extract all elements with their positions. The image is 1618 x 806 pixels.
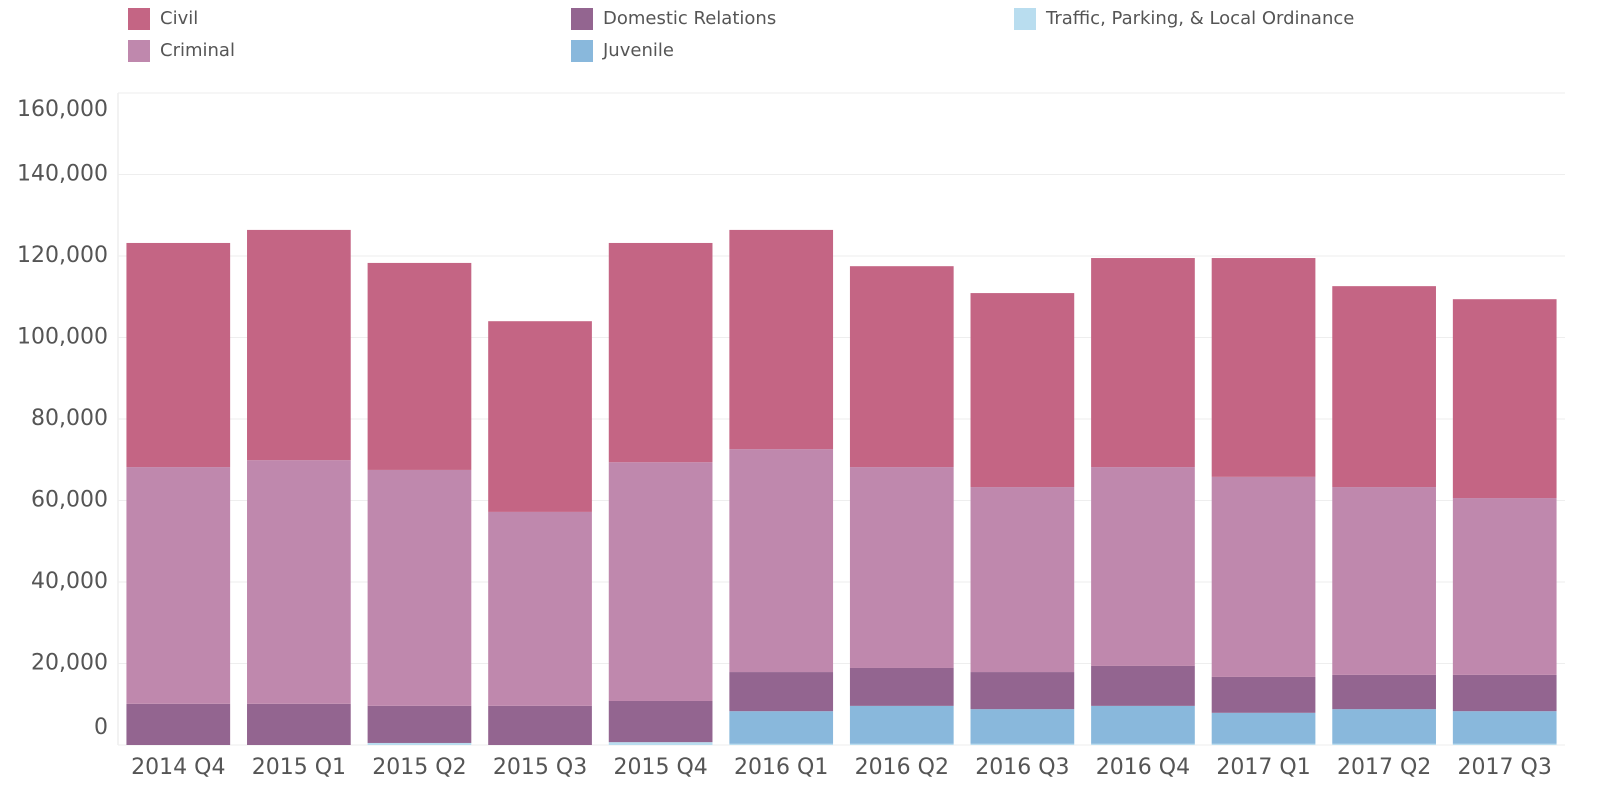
y-tick-label: 80,000 — [31, 406, 108, 431]
x-tick-label: 2015 Q4 — [613, 755, 707, 780]
bar-segment — [1452, 743, 1557, 745]
bar-segment — [1452, 498, 1557, 675]
bar-segment — [1091, 467, 1195, 666]
bar-segment — [1091, 743, 1195, 745]
bar-segment — [1332, 487, 1436, 675]
bar-segment — [1211, 743, 1316, 745]
bar-segment — [970, 293, 1075, 488]
bar-segment — [608, 742, 713, 745]
bar-segment — [849, 467, 954, 668]
bar-segment — [1211, 712, 1316, 744]
bar-segment — [970, 487, 1075, 673]
bar-segment — [1091, 258, 1195, 468]
legend-swatch — [571, 40, 593, 62]
bar-segment — [126, 242, 231, 468]
bar-segment — [729, 711, 834, 744]
legend-swatch — [1014, 8, 1036, 30]
bar-segment — [849, 743, 954, 745]
bar-segment — [1332, 743, 1436, 745]
bar-segment — [970, 743, 1075, 745]
bar-segment — [1332, 709, 1436, 744]
legend-swatch — [128, 40, 150, 62]
x-tick-label: 2017 Q2 — [1337, 755, 1431, 780]
bar-segment — [367, 705, 472, 743]
bar-segment — [247, 229, 351, 461]
x-tick-label: 2017 Q1 — [1216, 755, 1310, 780]
bar-segment — [970, 672, 1075, 710]
legend-swatch — [128, 8, 150, 30]
x-tick-label: 2015 Q1 — [252, 755, 346, 780]
legend-label: Civil — [160, 8, 198, 29]
bar-segment — [1332, 286, 1436, 488]
bar-segment — [247, 460, 351, 704]
bar-segment — [729, 743, 834, 745]
y-tick-label: 20,000 — [31, 651, 108, 676]
x-tick-label: 2016 Q2 — [855, 755, 949, 780]
bar-segment — [608, 462, 713, 701]
x-tick-label: 2016 Q1 — [734, 755, 828, 780]
x-tick-label: 2017 Q3 — [1458, 755, 1552, 780]
y-tick-label: 140,000 — [17, 162, 108, 187]
bar-segment — [1332, 674, 1436, 710]
legend-swatch — [571, 8, 593, 30]
legend-label: Traffic, Parking, & Local Ordinance — [1045, 8, 1354, 29]
y-tick-label: 120,000 — [17, 243, 108, 268]
bar-segment — [1211, 258, 1316, 477]
x-tick-label: 2016 Q3 — [975, 755, 1069, 780]
bar-segment — [1452, 299, 1557, 499]
bar-segment — [1211, 476, 1316, 677]
bar-segment — [367, 742, 472, 745]
x-tick-label: 2014 Q4 — [131, 755, 225, 780]
x-tick-label: 2015 Q2 — [372, 755, 466, 780]
legend-label: Juvenile — [602, 40, 674, 61]
legend-label: Criminal — [160, 40, 235, 61]
bar-segment — [849, 667, 954, 706]
bar-segment — [1211, 676, 1316, 713]
y-tick-label: 100,000 — [17, 325, 108, 350]
y-tick-label: 0 — [94, 715, 108, 740]
bar-segment — [126, 467, 231, 704]
x-tick-label: 2015 Q3 — [493, 755, 587, 780]
bar-segment — [729, 229, 834, 450]
bar-segment — [488, 511, 592, 706]
legend-label: Domestic Relations — [603, 8, 776, 29]
bar-segment — [849, 705, 954, 744]
bar-segment — [729, 449, 834, 673]
bar-segment — [488, 321, 592, 512]
y-tick-label: 40,000 — [31, 569, 108, 594]
bar-segment — [1091, 665, 1195, 706]
bar-segment — [367, 469, 472, 706]
bar-segment — [608, 242, 713, 463]
bar-segment — [126, 703, 231, 745]
bar-segment — [1452, 711, 1557, 744]
y-tick-label: 160,000 — [17, 97, 108, 122]
y-tick-label: 60,000 — [31, 488, 108, 513]
bar-segment — [1452, 674, 1557, 712]
bar-segment — [608, 700, 713, 743]
bar-segment — [729, 672, 834, 712]
bar-segment — [488, 705, 592, 745]
bar-segment — [970, 709, 1075, 744]
bar-segment — [849, 266, 954, 468]
bar-segment — [247, 703, 351, 745]
bar-segment — [367, 262, 472, 470]
x-tick-label: 2016 Q4 — [1096, 755, 1190, 780]
bar-segment — [1091, 705, 1195, 744]
